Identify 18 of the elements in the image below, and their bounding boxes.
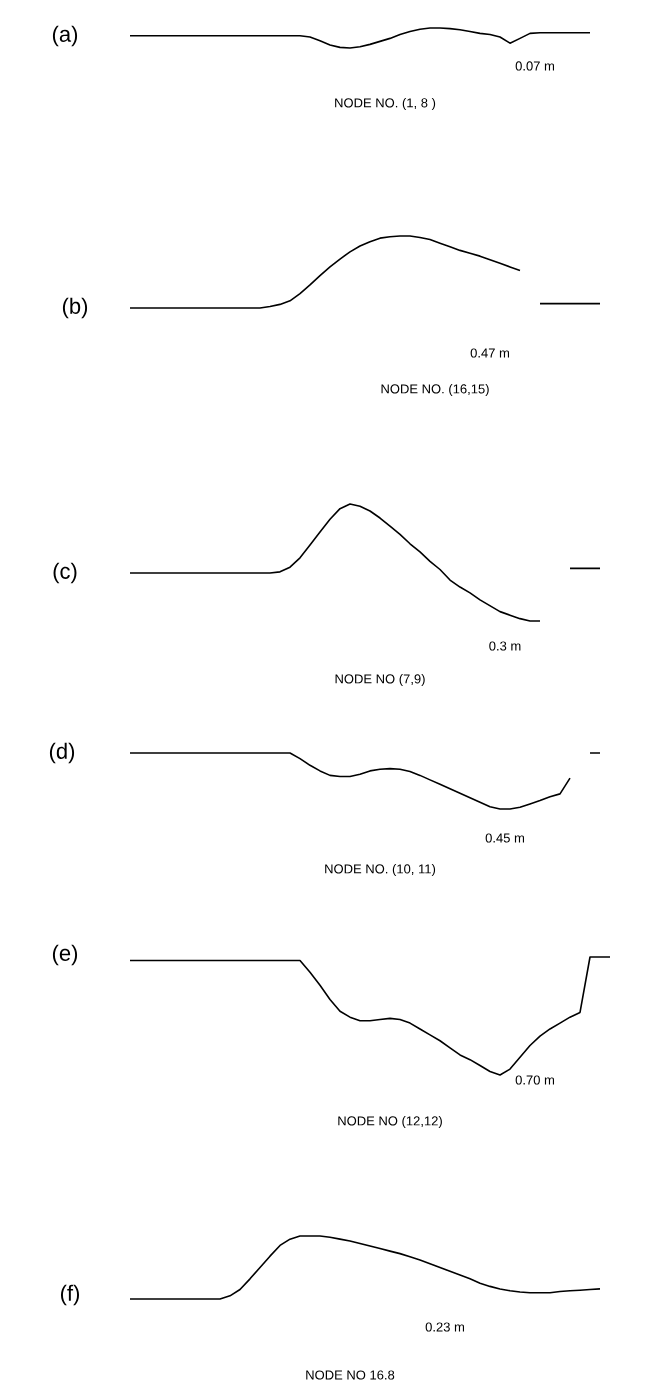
x-axis-title: NODE NO. (10, 11) <box>325 863 436 877</box>
chart-title: (a) <box>52 25 78 47</box>
chart-title: (e) <box>52 944 78 966</box>
text: (f) <box>60 1284 80 1306</box>
text: 0.3 m <box>489 641 521 651</box>
x-axis-title: NODE NO. (16,15) <box>381 383 489 397</box>
x-axis-title: NODE NO (7,9) <box>335 673 425 687</box>
x-axis-title: NODE NO (12,12) <box>338 1115 442 1129</box>
text: 0.45 m <box>485 833 525 843</box>
text: 0.70 m <box>515 1075 555 1085</box>
text: 0.07 m <box>515 61 555 71</box>
text: 0.23 m <box>425 1322 465 1332</box>
chart-title: (d) <box>49 742 75 764</box>
text: 0.47 m <box>470 348 510 358</box>
text: (c) <box>53 562 77 584</box>
x-axis-title: NODE NO. (1, 8 ) <box>335 97 436 111</box>
text: (b) <box>62 297 88 319</box>
x-axis-title: NODE NO 16.8 <box>306 1370 395 1380</box>
